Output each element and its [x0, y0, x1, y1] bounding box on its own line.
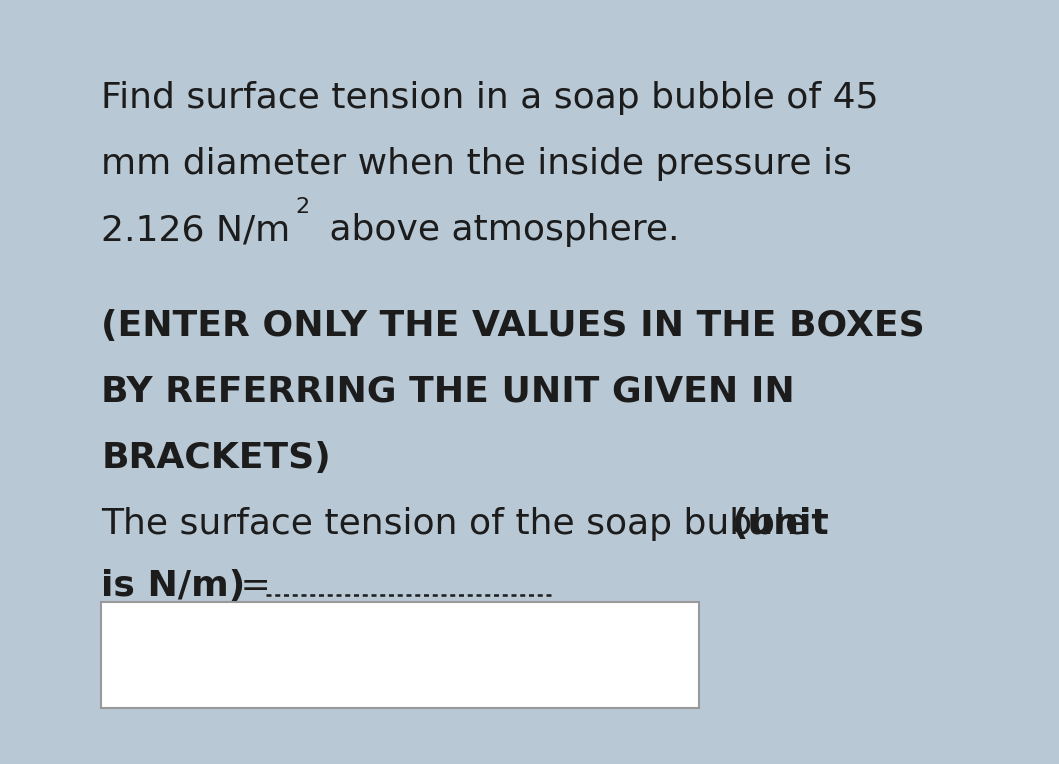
Text: 2.126 N/m: 2.126 N/m — [102, 213, 291, 248]
Text: BRACKETS): BRACKETS) — [102, 441, 331, 474]
Text: BY REFERRING THE UNIT GIVEN IN: BY REFERRING THE UNIT GIVEN IN — [102, 374, 795, 409]
Text: is N/m): is N/m) — [102, 569, 246, 603]
Text: mm diameter when the inside pressure is: mm diameter when the inside pressure is — [102, 147, 852, 181]
Text: The surface tension of the soap bubble: The surface tension of the soap bubble — [102, 507, 819, 541]
Text: (unit: (unit — [732, 507, 829, 541]
Text: above atmosphere.: above atmosphere. — [319, 213, 680, 248]
Text: Find surface tension in a soap bubble of 45: Find surface tension in a soap bubble of… — [102, 81, 879, 115]
Text: =: = — [229, 569, 283, 603]
FancyBboxPatch shape — [102, 602, 699, 708]
Text: 2: 2 — [295, 197, 309, 217]
Text: (ENTER ONLY THE VALUES IN THE BOXES: (ENTER ONLY THE VALUES IN THE BOXES — [102, 309, 926, 343]
